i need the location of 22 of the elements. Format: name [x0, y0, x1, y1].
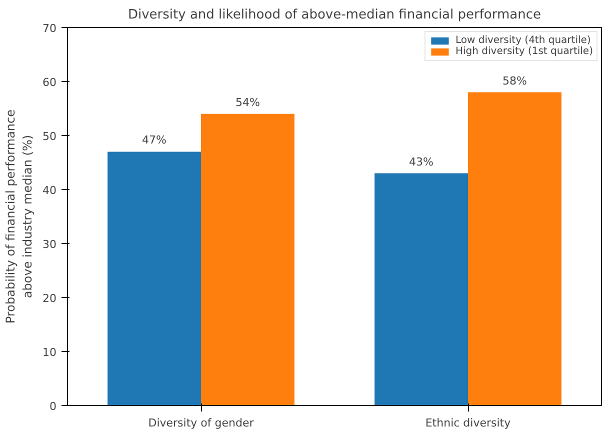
chart-title: Diversity and likelihood of above-median financial performance [128, 8, 542, 22]
y-tick-label: 20 [42, 292, 57, 305]
bar [108, 152, 201, 406]
y-axis-title: Probability of financial performance above industry median (%) [4, 109, 35, 324]
bar [374, 173, 468, 406]
y-tick-label: 60 [42, 76, 57, 89]
legend-label: High diversity (1st quartile) [455, 46, 593, 57]
y-tick-label: 40 [42, 184, 57, 197]
bar [468, 92, 562, 406]
y-tick-label: 10 [42, 346, 57, 359]
data-label: 47% [142, 134, 167, 147]
x-tick-label: Diversity of gender [148, 416, 254, 430]
y-tick-label: 70 [42, 22, 57, 35]
y-tick-label: 30 [42, 238, 57, 251]
legend-label: Low diversity (4th quartile) [455, 35, 591, 46]
bar [201, 114, 294, 406]
data-label: 54% [236, 96, 260, 109]
y-tick-label: 0 [50, 400, 56, 413]
data-label: 58% [502, 74, 527, 88]
x-tick-label: Ethnic diversity [425, 416, 512, 430]
y-tick-label: 50 [42, 130, 57, 143]
data-label: 43% [409, 155, 434, 168]
